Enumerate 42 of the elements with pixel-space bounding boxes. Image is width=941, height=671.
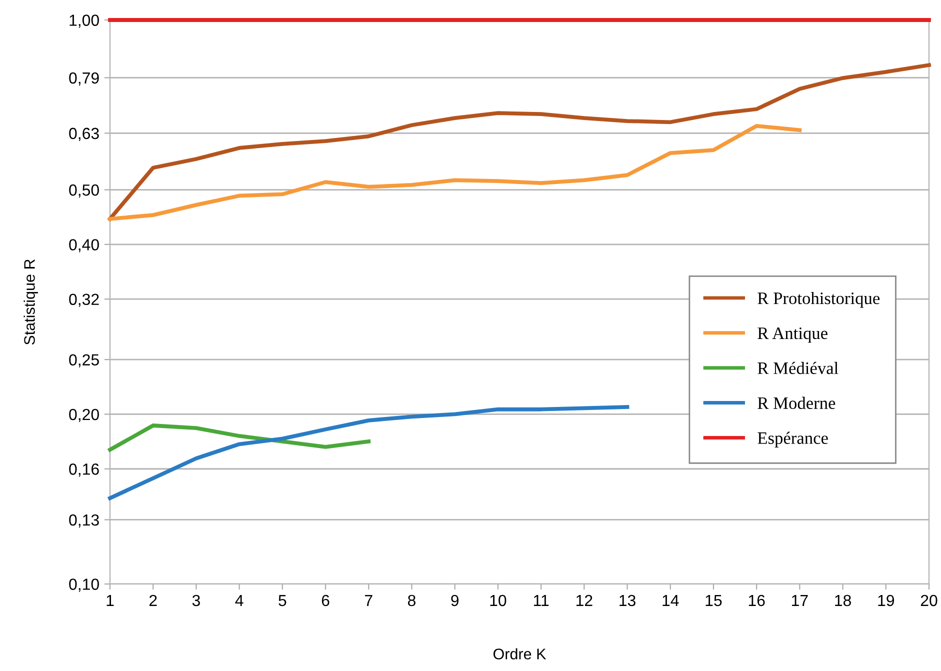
x-tick-label: 18 (835, 594, 851, 606)
legend-label: R Moderne (758, 396, 836, 410)
x-tick-label: 7 (365, 595, 372, 606)
y-tick-label: 0,13 (69, 514, 99, 528)
x-tick-label: 4 (235, 595, 244, 606)
x-tick-label: 2 (149, 594, 157, 606)
line-series (108, 63, 931, 221)
x-axis-title: Ordre K (493, 648, 546, 660)
x-tick-label: 19 (878, 594, 894, 606)
y-tick-label: 1,00 (70, 14, 99, 28)
legend-label: R Médiéval (758, 362, 838, 374)
x-tick-label: 11 (534, 595, 549, 606)
y-axis-title: Statistique R (24, 259, 38, 345)
x-tick-label: 15 (706, 595, 722, 606)
x-tick-label: 3 (192, 594, 200, 606)
legend-label: R Protohistorique (758, 292, 880, 308)
x-tick-label: 6 (322, 594, 330, 606)
y-tick-label: 0,16 (69, 464, 99, 477)
x-tick-label: 1 (106, 595, 114, 606)
y-tick-label: 0,79 (69, 72, 99, 86)
y-tick-label: 0,40 (69, 239, 99, 252)
line-series (108, 405, 630, 500)
y-tick-label: 0,32 (69, 294, 99, 307)
x-tick-label: 17 (792, 595, 808, 606)
x-tick-label: 20 (920, 594, 938, 606)
line-series (108, 424, 371, 452)
y-tick-label: 0,20 (69, 408, 99, 422)
legend-label: R Antique (758, 327, 828, 343)
x-tick-label: 10 (490, 594, 506, 606)
legend-label: Espérance (758, 432, 828, 448)
x-tick-label: 16 (748, 594, 765, 606)
x-tick-label: 8 (408, 594, 416, 606)
y-tick-label: 0,10 (69, 578, 99, 592)
y-tick-label: 0,25 (69, 354, 99, 368)
line-series (108, 124, 802, 221)
x-tick-label: 9 (451, 594, 459, 606)
x-tick-label: 13 (620, 594, 636, 606)
y-tick-label: 0,63 (69, 128, 99, 142)
x-tick-label: 5 (278, 595, 286, 606)
y-tick-label: 0,50 (69, 184, 99, 198)
x-tick-label: 14 (662, 595, 679, 606)
x-tick-label: 12 (576, 594, 592, 606)
